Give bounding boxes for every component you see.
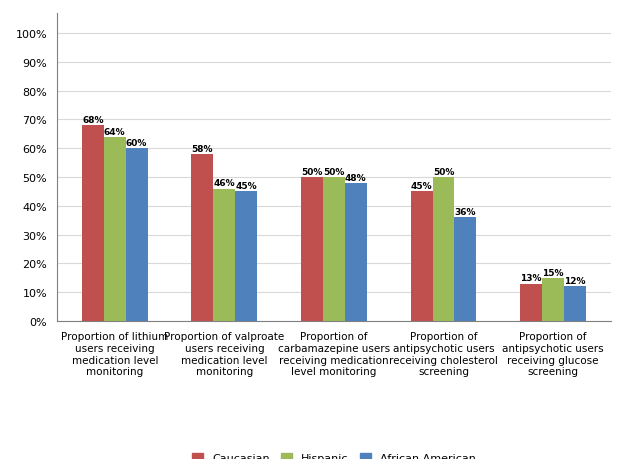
Bar <box>323 178 345 321</box>
Text: 50%: 50% <box>433 168 454 176</box>
Legend: Caucasian, Hispanic, African American: Caucasian, Hispanic, African American <box>192 453 476 459</box>
Text: 36%: 36% <box>455 208 476 217</box>
Bar <box>454 218 476 321</box>
Text: 64%: 64% <box>104 127 125 136</box>
Text: 45%: 45% <box>236 182 257 191</box>
Bar <box>126 149 147 321</box>
Text: 58%: 58% <box>192 145 213 153</box>
Bar <box>564 287 586 321</box>
Text: 50%: 50% <box>323 168 345 176</box>
Bar <box>214 189 235 321</box>
Text: 46%: 46% <box>214 179 235 188</box>
Text: 13%: 13% <box>520 274 542 283</box>
Text: 45%: 45% <box>411 182 432 191</box>
Bar <box>520 284 542 321</box>
Bar <box>301 178 323 321</box>
Text: 15%: 15% <box>542 268 564 277</box>
Bar <box>433 178 454 321</box>
Text: 48%: 48% <box>345 173 367 182</box>
Text: 12%: 12% <box>564 277 586 285</box>
Text: 68%: 68% <box>82 116 103 125</box>
Bar <box>345 183 367 321</box>
Bar <box>104 137 126 321</box>
Bar <box>411 192 433 321</box>
Text: 50%: 50% <box>301 168 323 176</box>
Bar <box>235 192 257 321</box>
Bar <box>82 126 104 321</box>
Bar <box>542 278 564 321</box>
Bar <box>192 155 214 321</box>
Text: 60%: 60% <box>126 139 147 148</box>
